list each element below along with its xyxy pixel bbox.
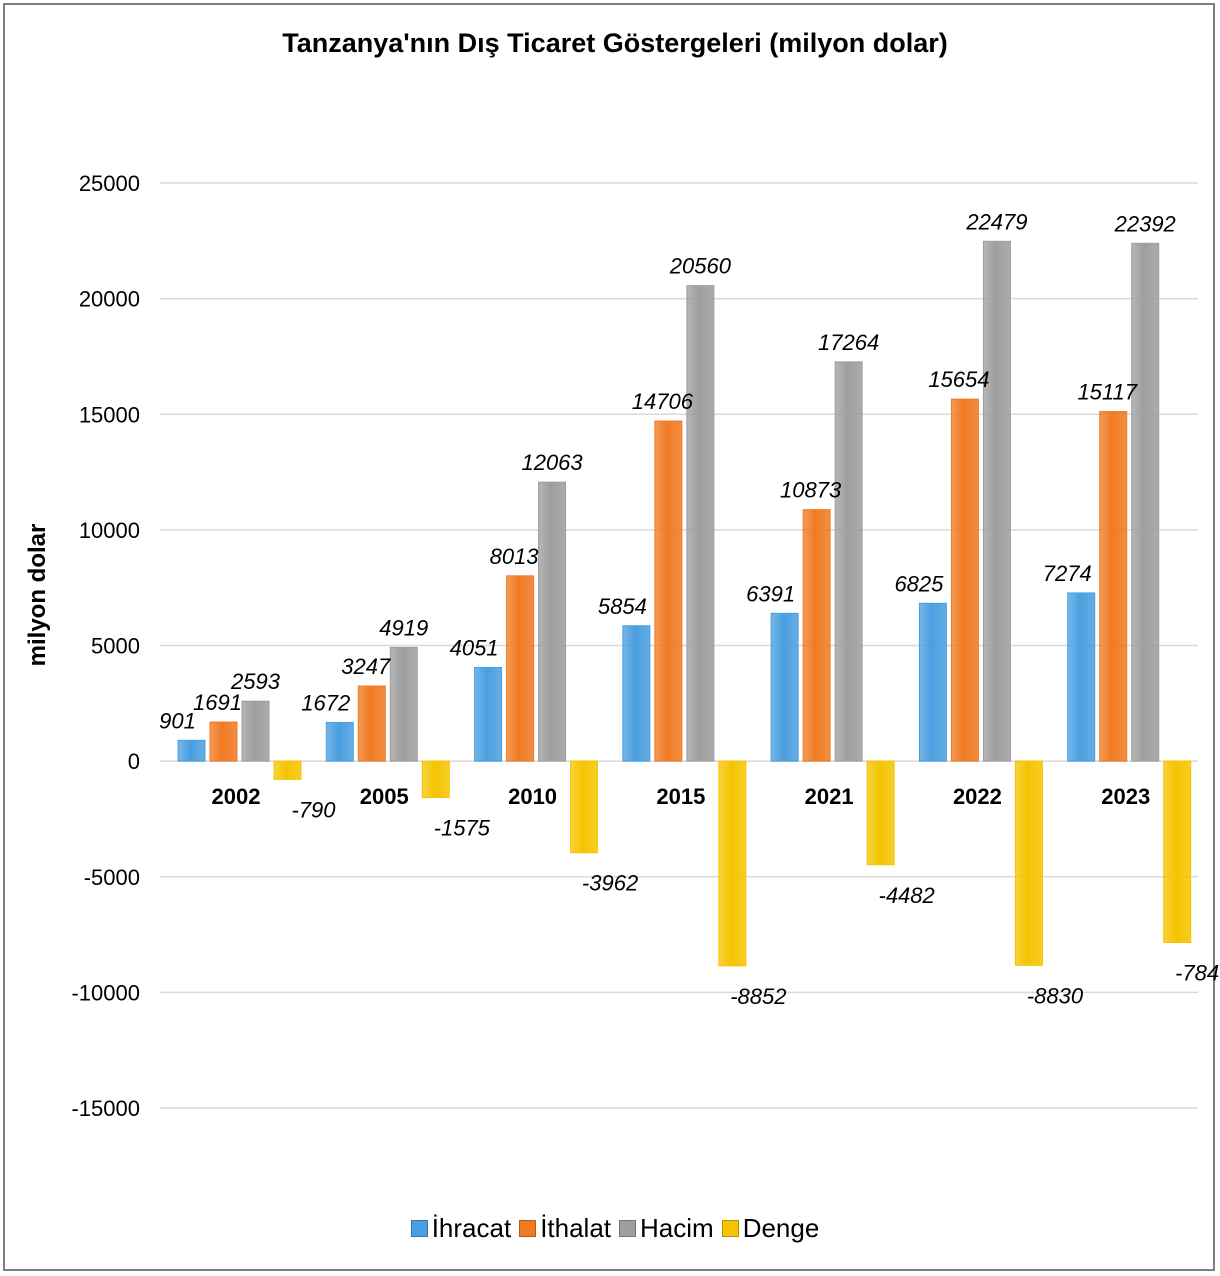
bar-i̇hracat-2010	[474, 666, 503, 762]
data-label: 2593	[230, 669, 281, 694]
y-tick-label: -10000	[71, 980, 140, 1005]
bar-i̇thalat-2002	[209, 721, 238, 762]
data-label: 22479	[965, 209, 1027, 234]
y-tick-label: 0	[128, 749, 140, 774]
bar-denge-2022	[1014, 760, 1043, 966]
legend-label: Denge	[742, 1213, 820, 1243]
bar-i̇thalat-2010	[506, 575, 535, 762]
x-category-label: 2015	[656, 784, 705, 809]
bar-hacim-2015	[686, 285, 715, 762]
data-label: -8852	[730, 984, 786, 1009]
data-label: 12063	[521, 450, 583, 475]
data-label: 3247	[341, 654, 391, 679]
legend-label: İhracat	[431, 1213, 512, 1243]
data-label: -7843	[1175, 960, 1220, 985]
y-tick-label: 5000	[91, 634, 140, 659]
legend-item: Hacim	[619, 1213, 714, 1244]
bar-denge-2023	[1163, 760, 1192, 943]
data-label: 6825	[894, 571, 944, 596]
x-category-label: 2022	[953, 784, 1002, 809]
y-tick-label: -15000	[71, 1096, 140, 1121]
data-label: 8013	[490, 544, 540, 569]
bar-i̇thalat-2022	[950, 398, 979, 762]
y-tick-label: 20000	[79, 287, 140, 312]
bar-hacim-2023	[1131, 242, 1160, 762]
data-label: -1575	[434, 816, 491, 841]
bar-denge-2010	[570, 760, 599, 854]
bar-i̇thalat-2015	[654, 420, 683, 762]
data-label: 5854	[598, 594, 647, 619]
x-category-label: 2010	[508, 784, 557, 809]
data-label: 10873	[780, 478, 842, 503]
bar-hacim-2021	[834, 361, 863, 762]
data-label: 20560	[669, 254, 732, 279]
x-category-label: 2023	[1101, 784, 1150, 809]
data-label: 1672	[301, 690, 350, 715]
legend-item: Denge	[721, 1213, 820, 1244]
data-label: 7274	[1043, 561, 1092, 586]
bar-denge-2005	[421, 760, 450, 799]
bar-denge-2015	[718, 760, 747, 967]
data-label: 4051	[450, 635, 499, 660]
legend-swatch	[410, 1220, 428, 1237]
data-label: 14706	[632, 389, 694, 414]
bar-hacim-2002	[241, 700, 270, 762]
bar-i̇hracat-2021	[770, 612, 799, 762]
bar-denge-2002	[273, 760, 302, 780]
bar-i̇hracat-2005	[325, 721, 354, 762]
data-label: -790	[291, 797, 336, 822]
y-tick-label: -5000	[84, 865, 140, 890]
chart-title: Tanzanya'nın Dış Ticaret Göstergeleri (m…	[282, 28, 948, 58]
data-label: 22392	[1114, 211, 1176, 236]
bar-i̇hracat-2022	[918, 602, 947, 762]
x-category-label: 2005	[360, 784, 409, 809]
bar-i̇hracat-2002	[177, 739, 206, 762]
legend-item: İhracat	[410, 1213, 512, 1244]
bar-i̇hracat-2015	[622, 625, 651, 762]
chart-legend: İhracat İthalat Hacim Denge	[0, 1213, 1220, 1244]
legend-label: İthalat	[540, 1213, 612, 1243]
bar-hacim-2022	[982, 240, 1011, 762]
data-label: 4919	[379, 615, 428, 640]
data-label: 1691	[193, 690, 242, 715]
y-tick-label: 25000	[79, 171, 140, 196]
bar-hacim-2010	[538, 481, 567, 762]
data-label: 17264	[818, 330, 879, 355]
bar-i̇thalat-2005	[357, 685, 386, 762]
legend-swatch	[619, 1220, 637, 1237]
data-label: -3962	[582, 871, 638, 896]
y-tick-label: 15000	[79, 402, 140, 427]
data-label: -8830	[1027, 983, 1084, 1008]
bar-i̇thalat-2023	[1099, 411, 1128, 762]
bar-denge-2021	[866, 760, 895, 866]
legend-swatch	[721, 1220, 739, 1237]
bar-i̇thalat-2021	[802, 509, 831, 762]
legend-label: Hacim	[640, 1213, 714, 1243]
bar-i̇hracat-2023	[1067, 592, 1096, 762]
x-category-label: 2021	[805, 784, 854, 809]
legend-swatch	[519, 1220, 537, 1237]
data-label: 15654	[928, 367, 989, 392]
legend-item: İthalat	[519, 1213, 611, 1244]
chart-frame	[3, 3, 1215, 1271]
data-label: 15117	[1077, 380, 1137, 405]
x-category-label: 2002	[212, 784, 261, 809]
data-label: 901	[159, 708, 196, 733]
y-tick-label: 10000	[79, 518, 140, 543]
data-label: 6391	[746, 581, 795, 606]
bar-hacim-2005	[389, 646, 418, 762]
data-label: -4482	[879, 883, 935, 908]
